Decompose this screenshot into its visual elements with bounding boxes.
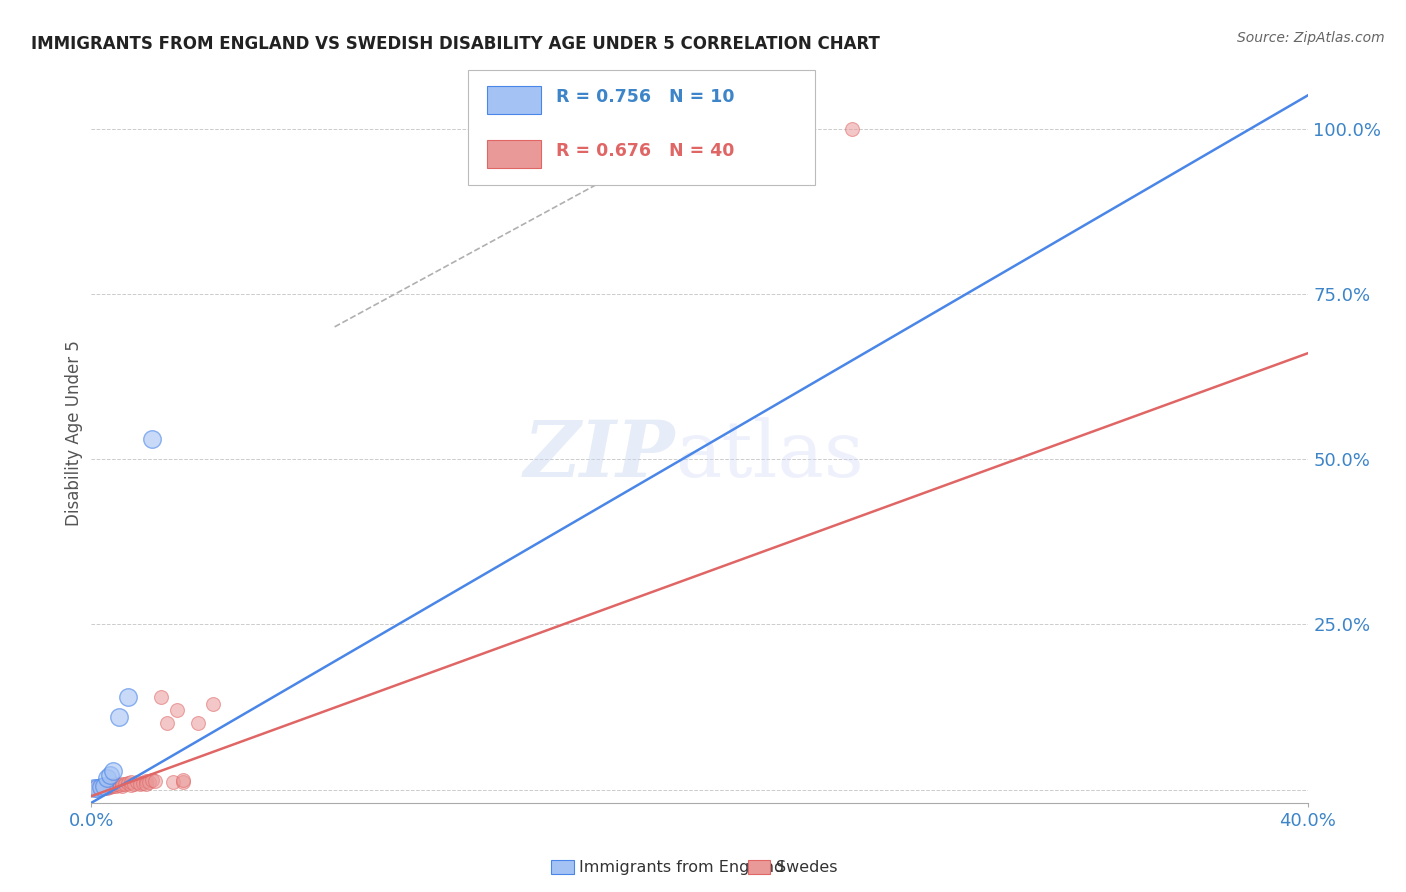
Point xyxy=(135,777,157,791)
Point xyxy=(107,710,129,724)
Bar xyxy=(486,140,541,169)
Text: atlas: atlas xyxy=(675,417,863,492)
Point xyxy=(111,777,134,791)
Point xyxy=(86,780,108,795)
Point xyxy=(132,776,155,790)
Point xyxy=(135,774,157,789)
Point xyxy=(98,780,121,794)
Point xyxy=(93,779,115,793)
Point xyxy=(150,690,173,704)
Point xyxy=(143,774,166,789)
Text: R = 0.756   N = 10: R = 0.756 N = 10 xyxy=(555,88,734,106)
Point xyxy=(162,774,184,789)
Point xyxy=(120,774,142,789)
Point xyxy=(172,775,194,789)
Text: R = 0.676   N = 40: R = 0.676 N = 40 xyxy=(555,143,734,161)
Point xyxy=(98,768,121,782)
Y-axis label: Disability Age Under 5: Disability Age Under 5 xyxy=(65,340,83,525)
Point xyxy=(86,780,108,795)
Point xyxy=(120,778,142,792)
Point xyxy=(98,779,121,793)
Point xyxy=(83,781,105,796)
Point xyxy=(129,777,152,791)
Point xyxy=(117,690,139,704)
Point xyxy=(96,780,118,795)
Point xyxy=(89,780,111,794)
Point xyxy=(107,778,129,792)
Point xyxy=(89,780,111,794)
Point xyxy=(117,776,139,790)
Point xyxy=(104,777,127,791)
Bar xyxy=(486,87,541,114)
Point xyxy=(101,779,124,793)
Point xyxy=(156,716,179,731)
Point xyxy=(166,703,188,717)
Point xyxy=(101,778,124,792)
Point xyxy=(93,779,115,793)
Text: IMMIGRANTS FROM ENGLAND VS SWEDISH DISABILITY AGE UNDER 5 CORRELATION CHART: IMMIGRANTS FROM ENGLAND VS SWEDISH DISAB… xyxy=(31,35,880,53)
Point xyxy=(111,779,134,793)
Point xyxy=(172,773,194,788)
Point xyxy=(83,781,105,796)
Point xyxy=(141,772,163,787)
Point xyxy=(96,771,118,785)
Point xyxy=(93,780,115,794)
Point xyxy=(841,121,863,136)
Point xyxy=(122,777,145,791)
Point xyxy=(125,775,148,789)
FancyBboxPatch shape xyxy=(468,70,815,185)
Text: Immigrants from England: Immigrants from England xyxy=(579,860,785,874)
Point xyxy=(141,432,163,446)
Point xyxy=(114,777,136,791)
Point xyxy=(101,764,124,778)
Text: Source: ZipAtlas.com: Source: ZipAtlas.com xyxy=(1237,31,1385,45)
Point xyxy=(104,779,127,793)
Point xyxy=(187,716,209,731)
Text: Swedes: Swedes xyxy=(776,860,838,874)
Text: ZIP: ZIP xyxy=(523,417,675,493)
Point xyxy=(202,697,225,711)
Point xyxy=(536,121,558,136)
Point xyxy=(138,774,160,789)
Point xyxy=(96,779,118,793)
Point xyxy=(89,780,111,795)
